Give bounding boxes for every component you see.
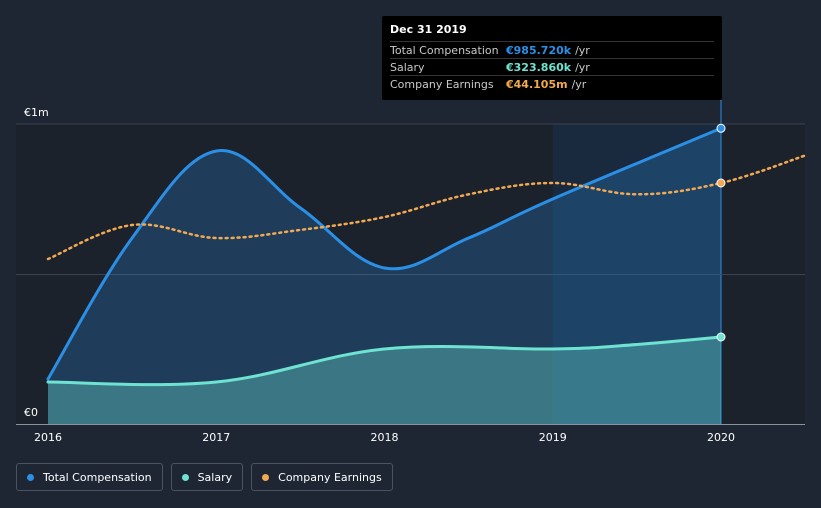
legend-dot-icon (262, 473, 270, 481)
tooltip-unit: /yr (571, 77, 587, 91)
series-total-compensation-line (46, 126, 723, 381)
tooltip-row-company-earnings: Company Earnings €44.105m /yr (390, 75, 714, 92)
tooltip-value: €985.720k (506, 43, 572, 57)
chart-tooltip: Dec 31 2019 Total Compensation €985.720k… (382, 16, 722, 100)
series-salary-point (716, 332, 726, 342)
x-tick-label: 2020 (707, 431, 735, 444)
x-tick-label: 2016 (34, 431, 62, 444)
tooltip-unit: /yr (575, 43, 590, 57)
series-company-earnings-line (46, 154, 807, 261)
legend-item-total-compensation[interactable]: Total Compensation (16, 463, 163, 491)
x-tick-label: 2017 (202, 431, 230, 444)
x-tick-label: 2018 (371, 431, 399, 444)
series-salary-line (46, 335, 723, 387)
legend-item-company-earnings[interactable]: Company Earnings (251, 463, 393, 491)
x-tick-label: 2019 (539, 431, 567, 444)
legend-dot-icon (181, 473, 189, 481)
series-company-earnings-point (716, 178, 726, 188)
grid-layer (16, 100, 805, 425)
legend-item-salary[interactable]: Salary (170, 463, 244, 491)
tooltip-value: €323.860k (506, 60, 572, 74)
series-salary-area (48, 337, 721, 424)
y-tick-label: €1m (24, 106, 49, 119)
tooltip-row-total-compensation: Total Compensation €985.720k /yr (390, 41, 714, 58)
tooltip-title: Dec 31 2019 (390, 23, 467, 36)
chart-legend: Total Compensation Salary Company Earnin… (16, 463, 393, 491)
legend-label: Salary (197, 470, 233, 484)
y-tick-label: €0 (24, 406, 38, 419)
legend-label: Total Compensation (43, 470, 152, 484)
tooltip-value: €44.105m (506, 77, 568, 91)
tick-layer: 2016 2017 2018 2019 2020 €0 €1m (24, 106, 735, 444)
series-total-compensation-point (716, 123, 726, 133)
legend-label: Company Earnings (278, 470, 382, 484)
tooltip-unit: /yr (575, 60, 590, 74)
tooltip-label: Total Compensation (390, 43, 499, 57)
line-layer (46, 123, 807, 387)
tooltip-label: Company Earnings (390, 77, 494, 91)
tooltip-row-salary: Salary €323.860k /yr (390, 58, 714, 75)
legend-dot-icon (27, 473, 34, 481)
tooltip-label: Salary (390, 60, 425, 74)
